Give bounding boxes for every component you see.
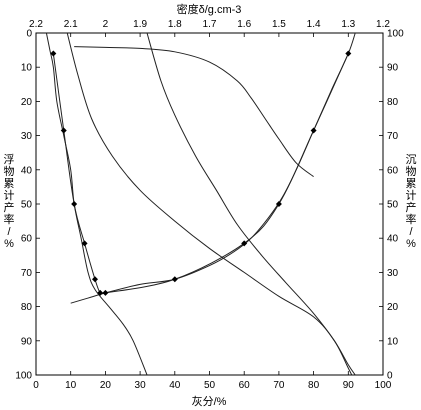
series-line-5 (146, 32, 356, 376)
x-tick-label: 10 (65, 380, 77, 391)
data-point-marker (91, 276, 98, 283)
data-point-marker (60, 127, 67, 134)
y-right-tick-label: 50 (387, 200, 399, 211)
data-point-marker (97, 289, 104, 296)
x-tick-label: 40 (169, 380, 181, 391)
data-point-marker (50, 50, 57, 57)
data-point-marker (102, 289, 109, 296)
series-line-6 (74, 46, 314, 178)
y-right-tick-label: 100 (387, 29, 404, 40)
data-point-marker (71, 201, 78, 207)
y-left-tick-label: 100 (15, 371, 32, 382)
y-right-tick-label: 70 (387, 131, 399, 142)
x-tick-label: 80 (308, 380, 320, 391)
y-right-tick-label: 10 (387, 336, 399, 347)
y-left-tick-label: 90 (21, 336, 33, 347)
y-left-tick-label: 30 (21, 131, 33, 142)
top-tick-label: 1.6 (237, 19, 251, 30)
y-left-tick-label: 40 (21, 165, 33, 176)
y-left-tick-label: 50 (21, 200, 33, 211)
data-point-marker (310, 127, 317, 134)
y-left-tick-label: 60 (21, 234, 33, 245)
y-right-tick-label: 60 (387, 165, 399, 176)
y-left-tick-label: 80 (21, 302, 33, 313)
y-right-tick-label: 90 (387, 63, 399, 74)
data-point-marker (345, 50, 352, 57)
data-point-marker (171, 276, 178, 283)
x-tick-label: 0 (33, 380, 39, 391)
y-left-tick-label: 70 (21, 268, 33, 279)
x-tick-label: 30 (135, 380, 147, 391)
data-point-marker (81, 240, 88, 247)
x-tick-label: 100 (375, 380, 392, 391)
series-line-1 (45, 32, 148, 376)
x-tick-label: 70 (273, 380, 285, 391)
y-axis-left-title: 浮物累计产率/% (4, 153, 15, 250)
y-right-tick-label: 20 (387, 302, 399, 313)
y-left-tick-label: 0 (26, 29, 32, 40)
series-line-2 (52, 53, 349, 296)
x-tick-label: 20 (100, 380, 112, 391)
tick-labels: 0 10 20 30 40 50 60 70 80 90 100010203040506070809… (15, 19, 404, 391)
y-left-tick-label: 20 (21, 97, 33, 108)
marker-layer (50, 50, 352, 296)
plot-frame (35, 32, 384, 376)
x-axis-title: 灰分/% (192, 394, 227, 408)
top-tick-label: 2.2 (29, 19, 43, 30)
series-layer (45, 32, 356, 376)
top-tick-label: 1.7 (203, 19, 217, 30)
top-tick-label: 1.4 (307, 19, 321, 30)
x-tick-label: 60 (239, 380, 251, 391)
top-tick-label: 2.1 (64, 19, 78, 30)
top-tick-label: 2 (103, 19, 109, 30)
y-axis-right-title: 沉物累计产率/% (406, 153, 417, 250)
top-axis-title: 密度δ/g.cm-3 (177, 2, 242, 16)
series-line-3 (70, 32, 356, 304)
top-tick-label: 1.3 (341, 19, 355, 30)
data-point-marker (241, 240, 248, 247)
top-tick-label: 1.2 (376, 19, 390, 30)
y-right-tick-label: 30 (387, 268, 399, 279)
top-tick-label: 1.8 (168, 19, 182, 30)
top-tick-label: 1.9 (133, 19, 147, 30)
y-left-tick-label: 10 (21, 63, 33, 74)
series-line-4 (66, 32, 353, 376)
y-right-tick-label: 80 (387, 97, 399, 108)
x-tick-label: 50 (204, 380, 216, 391)
y-right-tick-label: 0 (387, 371, 393, 382)
grid (35, 32, 384, 376)
y-right-tick-label: 40 (387, 234, 399, 245)
data-point-marker (275, 201, 282, 207)
top-tick-label: 1.5 (272, 19, 286, 30)
x-tick-label: 90 (343, 380, 355, 391)
